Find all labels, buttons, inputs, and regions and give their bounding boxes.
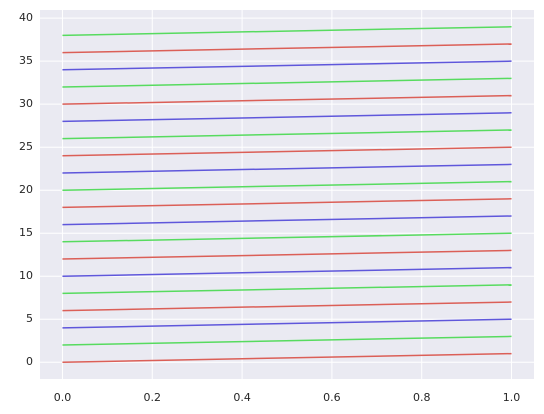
line — [62, 180, 512, 191]
x-tick-label: 0.0 — [54, 391, 72, 404]
line — [62, 94, 512, 105]
line — [62, 77, 512, 88]
y-tick-label: 20 — [19, 183, 33, 196]
y-tick-label: 30 — [19, 97, 33, 110]
plot-area — [40, 10, 534, 379]
line — [62, 112, 512, 123]
line — [62, 318, 512, 329]
line — [62, 232, 512, 243]
x-tick-label: 0.6 — [323, 391, 341, 404]
line — [62, 301, 512, 312]
x-tick-label: 0.2 — [144, 391, 162, 404]
y-tick-label: 0 — [26, 355, 33, 368]
line — [62, 215, 512, 226]
line — [62, 43, 512, 54]
line — [62, 266, 512, 277]
line — [62, 60, 512, 71]
line — [62, 146, 512, 157]
y-tick-label: 40 — [19, 11, 33, 24]
line — [62, 284, 512, 295]
y-tick-label: 35 — [19, 54, 33, 67]
line — [62, 352, 512, 363]
line — [62, 335, 512, 346]
line — [62, 249, 512, 260]
y-tick-label: 5 — [26, 312, 33, 325]
y-tick-label: 15 — [19, 226, 33, 239]
x-tick-label: 0.4 — [233, 391, 251, 404]
y-tick-label: 10 — [19, 269, 33, 282]
x-tick-label: 0.8 — [413, 391, 431, 404]
line — [62, 198, 512, 209]
line — [62, 163, 512, 174]
y-tick-label: 25 — [19, 140, 33, 153]
x-tick-label: 1.0 — [503, 391, 521, 404]
line — [62, 129, 512, 140]
line — [62, 26, 512, 37]
